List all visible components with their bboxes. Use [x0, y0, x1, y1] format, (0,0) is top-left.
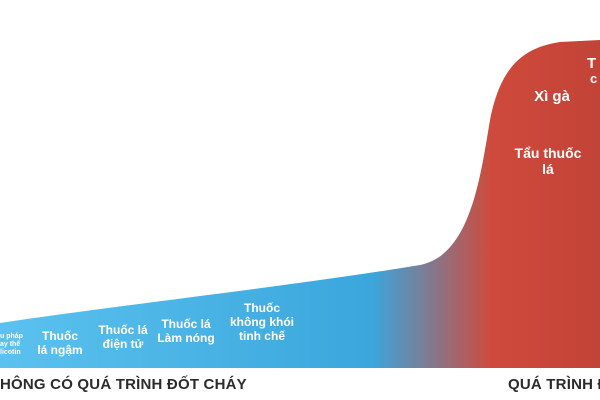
label-e-cigarette: Thuốc lá điện tử	[98, 323, 148, 351]
caption-combustion: QUÁ TRÌNH Đ	[508, 376, 600, 393]
label-nicotine-replacement: u pháp ay thế licotin	[0, 333, 23, 357]
label-heated-tobacco: Thuốc lá Làm nóng	[157, 317, 215, 345]
risk-curve-area	[0, 40, 600, 368]
label-cut-off-top: T	[587, 55, 597, 72]
label-cut-off-second: c	[590, 71, 598, 86]
label-snus: Thuốc lá ngậm	[37, 329, 83, 357]
label-cigar: Xì gà	[534, 88, 570, 105]
label-pipe: Tẩu thuốc lá	[514, 145, 582, 178]
label-refined-smokeless: Thuốc không khói tinh chế	[230, 301, 294, 343]
caption-non-combustion: HÔNG CÓ QUÁ TRÌNH ĐỐT CHÁY	[0, 376, 247, 393]
